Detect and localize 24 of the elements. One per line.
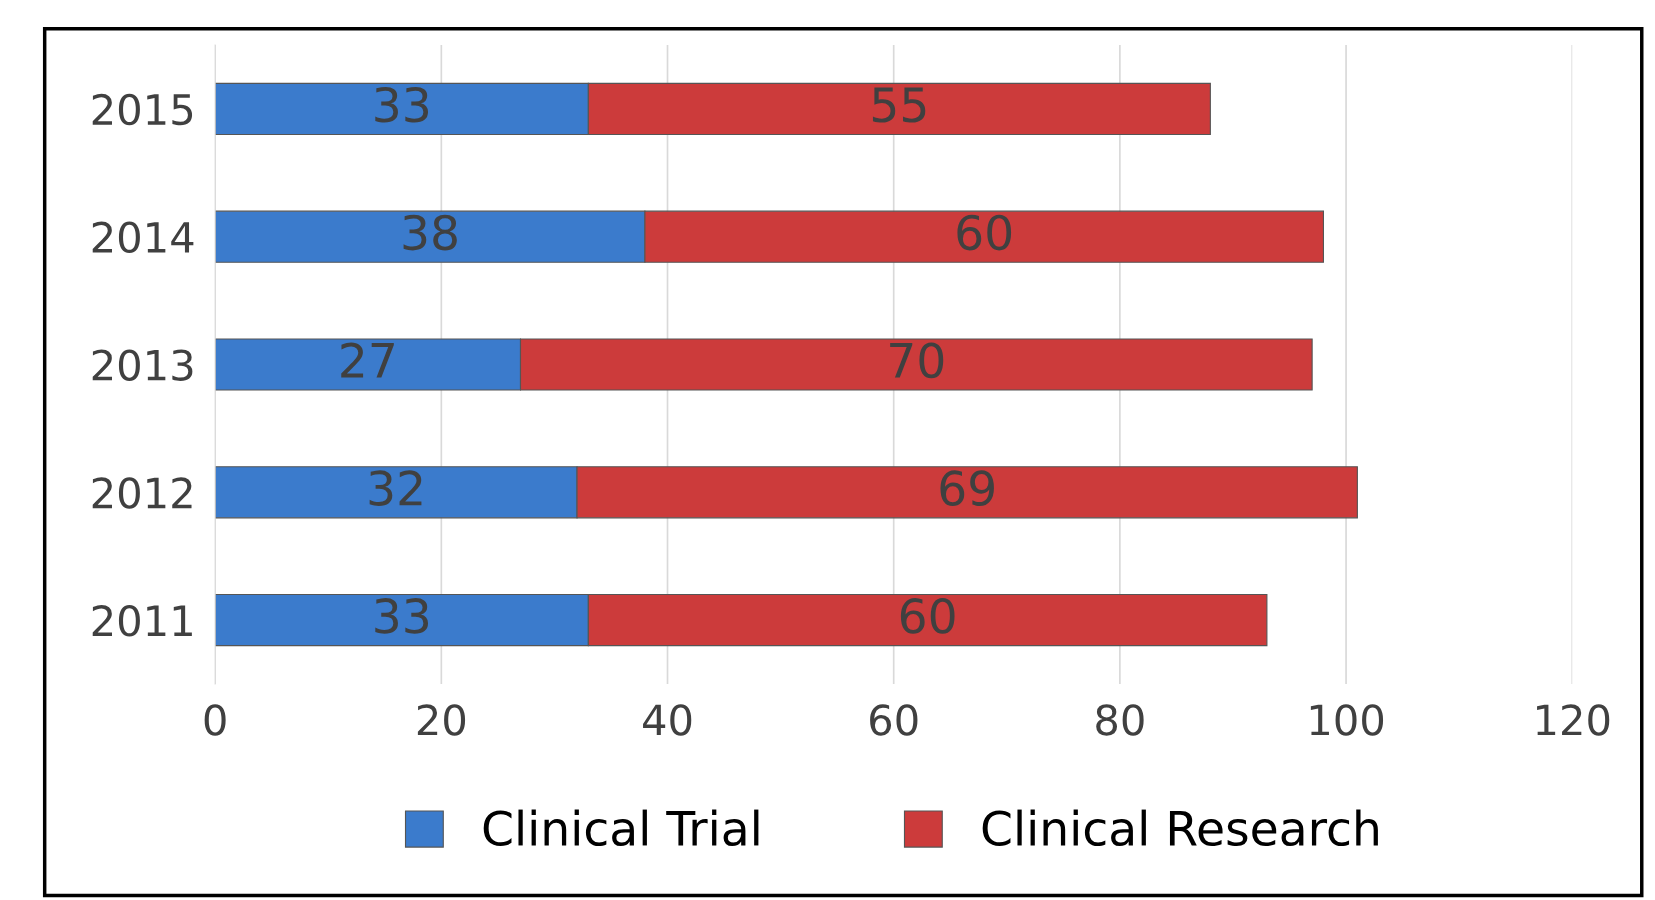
data-label: 32 (369, 470, 422, 506)
data-label: 69 (940, 470, 994, 506)
y-tick-label: 2011 (92, 605, 192, 637)
legend-label: Clinical Research (982, 809, 1378, 847)
data-label: 38 (403, 214, 457, 251)
x-tick-label: 100 (1310, 704, 1384, 736)
x-tick-label: 60 (870, 704, 918, 736)
data-label: 60 (957, 214, 1012, 251)
legend-label: Clinical Trial (483, 809, 759, 847)
x-tick-label: 120 (1537, 704, 1610, 736)
data-label: 60 (900, 598, 955, 634)
data-label: 70 (890, 342, 944, 379)
y-tick-label: 2014 (92, 221, 194, 254)
y-tick-label: 2013 (92, 349, 193, 381)
x-tick-label: 20 (417, 704, 466, 736)
x-tick-label: 40 (643, 704, 692, 736)
x-tick-label: 0 (204, 704, 226, 736)
y-tick-label: 2012 (92, 477, 192, 509)
x-tick-label: 80 (1096, 704, 1144, 736)
y-tick-label: 2015 (92, 93, 193, 126)
data-label: 27 (341, 342, 394, 378)
data-label: 55 (872, 87, 926, 123)
data-label: 33 (375, 86, 429, 123)
data-label: 33 (375, 598, 429, 634)
